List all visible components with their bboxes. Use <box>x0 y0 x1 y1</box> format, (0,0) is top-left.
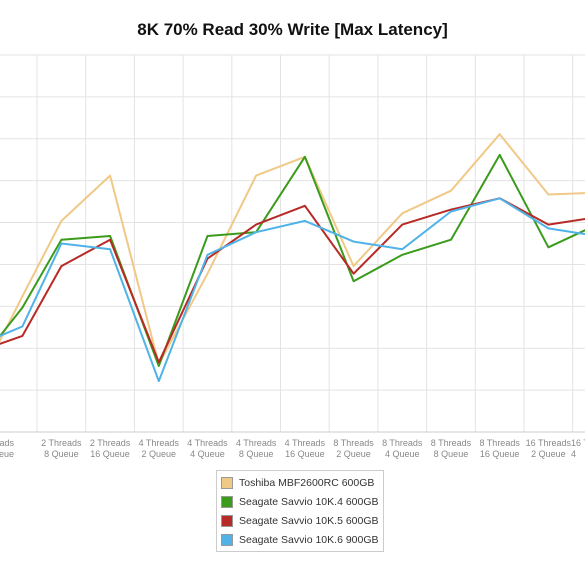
x-tick-label: 16 Queue <box>285 449 325 459</box>
legend-item: Seagate Savvio 10K.4 600GB <box>221 492 379 511</box>
x-tick-label: 8 Queue <box>239 449 274 459</box>
x-tick-label: Threads <box>0 438 14 448</box>
legend-swatch <box>221 514 233 527</box>
x-tick-label: 2 Threads <box>90 438 131 448</box>
x-tick-label: 8 Queue <box>44 449 79 459</box>
legend-label: Seagate Savvio 10K.4 600GB <box>239 495 379 508</box>
x-tick-label: 16 Threads <box>526 438 572 448</box>
legend-item: Seagate Savvio 10K.5 600GB <box>221 511 379 530</box>
x-tick-label: Queue <box>0 449 14 459</box>
legend-label: Seagate Savvio 10K.6 900GB <box>239 533 379 546</box>
legend-swatch <box>221 476 233 489</box>
series-lines <box>0 133 585 383</box>
x-tick-label: 16 Queue <box>480 449 520 459</box>
x-tick-label: 2 Threads <box>41 438 82 448</box>
x-tick-label: 4 Queue <box>190 449 225 459</box>
x-tick-label: 4 Threads <box>285 438 326 448</box>
chart-title: 8K 70% Read 30% Write [Max Latency] <box>137 20 448 39</box>
series-line-3 <box>0 197 585 364</box>
legend-item: Toshiba MBF2600RC 600GB <box>221 473 379 492</box>
x-tick-label: 8 Threads <box>333 438 374 448</box>
x-tick-label: 8 Threads <box>382 438 423 448</box>
x-tick-label: 16 Queue <box>90 449 130 459</box>
x-tick-label: 8 Threads <box>431 438 472 448</box>
legend: Toshiba MBF2600RC 600GB Seagate Savvio 10… <box>216 470 384 552</box>
series-line-1 <box>0 133 585 366</box>
x-tick-label: 8 Threads <box>479 438 520 448</box>
series-line-2 <box>0 153 585 367</box>
x-tick-label: 2 Queue <box>141 449 176 459</box>
series-line-4 <box>0 197 585 383</box>
x-tick-label: 4 Queue <box>385 449 420 459</box>
x-tick-label: 4 Threads <box>187 438 228 448</box>
legend-item: Seagate Savvio 10K.6 900GB <box>221 530 379 549</box>
grid <box>0 54 585 433</box>
x-tick-label: 8 Queue <box>434 449 469 459</box>
x-tick-label: 4 Threads <box>236 438 277 448</box>
legend-swatch <box>221 533 233 546</box>
legend-swatch <box>221 495 233 508</box>
x-tick-label: 2 Queue <box>336 449 371 459</box>
legend-label: Toshiba MBF2600RC 600GB <box>239 476 375 489</box>
x-tick-label: 2 Queue <box>531 449 566 459</box>
x-tick-label: 4 <box>571 449 576 459</box>
x-tick-label: 16 T <box>571 438 585 448</box>
legend-label: Seagate Savvio 10K.5 600GB <box>239 514 379 527</box>
x-tick-label: 4 Threads <box>139 438 180 448</box>
